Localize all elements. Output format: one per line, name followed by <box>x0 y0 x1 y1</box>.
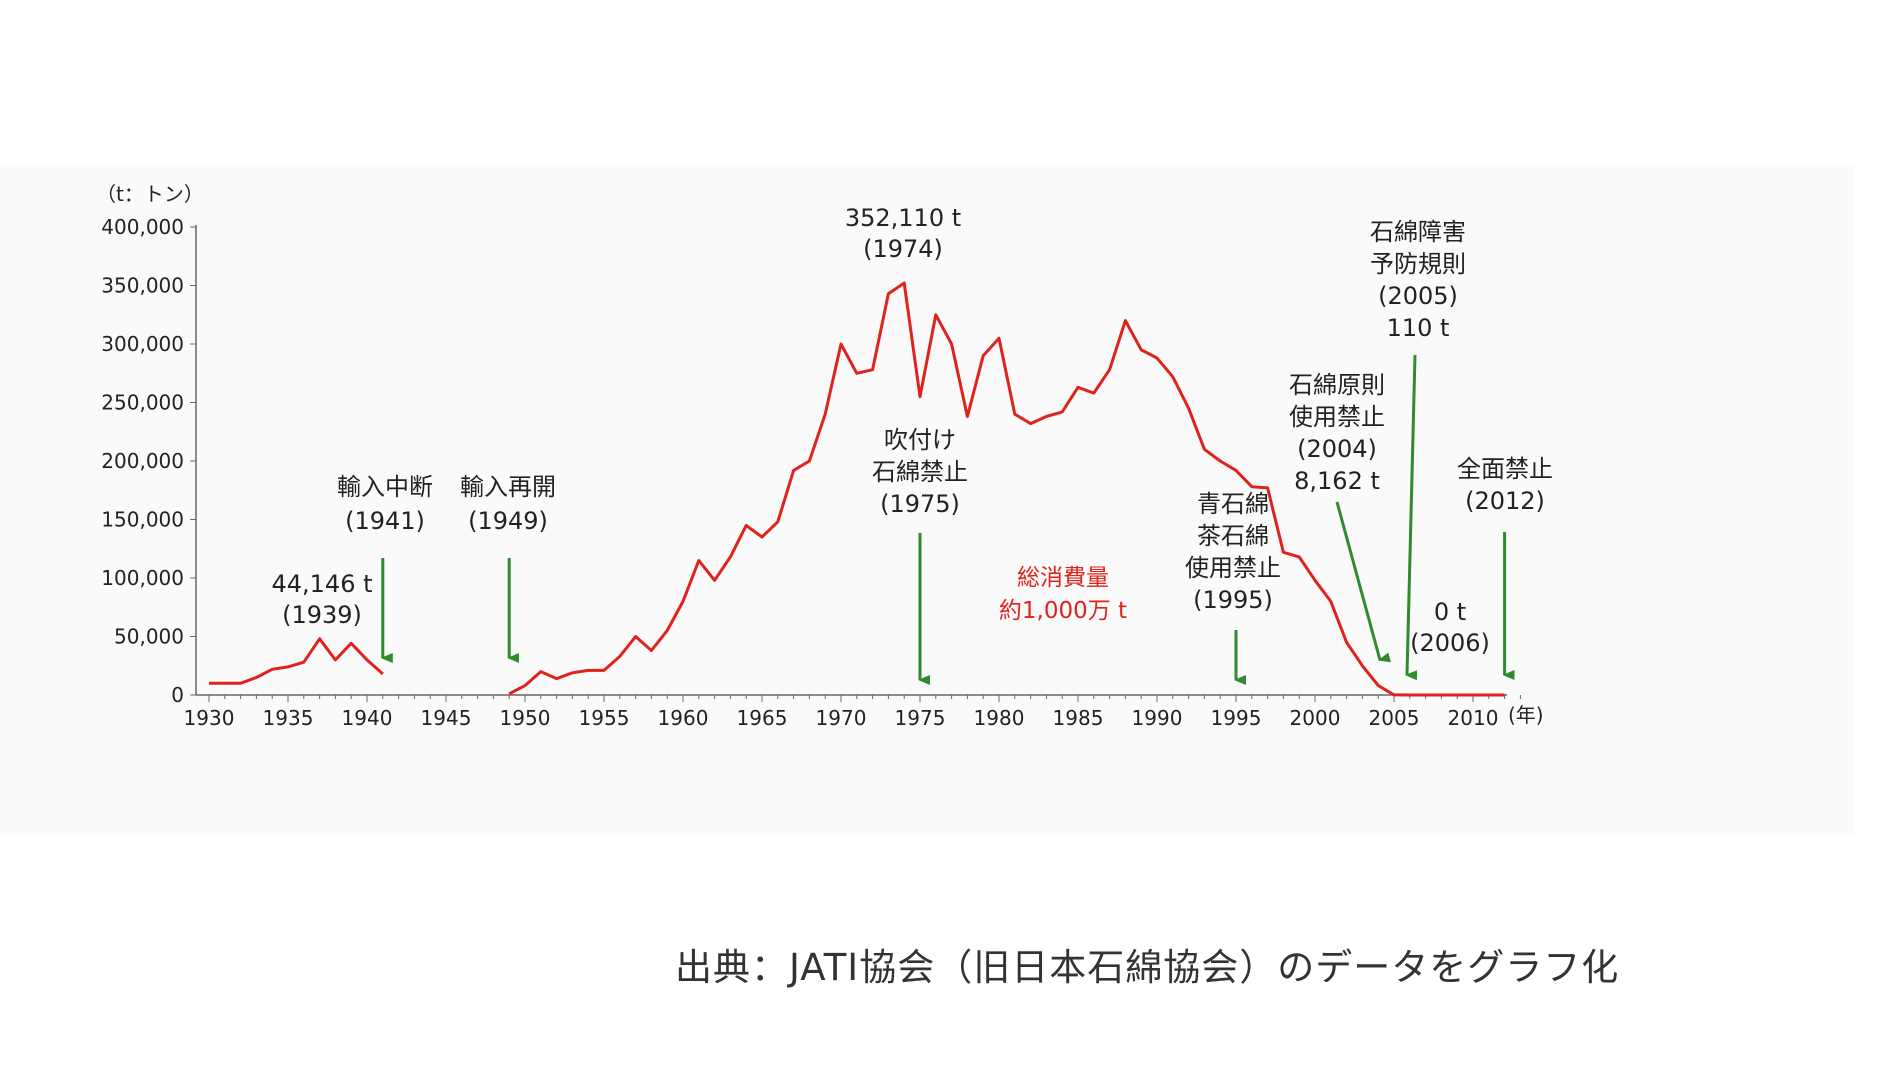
annotation-line: (1974) <box>863 235 943 263</box>
annotation-line: 352,110 t <box>845 204 961 232</box>
annotation-labels: 44,146 t (1939) 輸入中断 (1941) 輸入再開 (1949) 352,11… <box>271 204 1553 657</box>
annotation-label: 総消費量約1,000万 t <box>999 565 1127 624</box>
x-tick-label: 1935 <box>263 706 314 730</box>
x-tick-label: 1955 <box>579 706 630 730</box>
annotation-label: 青石綿茶石綿使用禁止 (1995) <box>1185 490 1281 614</box>
annotation-line: 8,162 t <box>1294 467 1380 495</box>
annotation-label: 石綿原則使用禁止 (2004) 8,162 t <box>1289 371 1385 495</box>
annotation-line: (1949) <box>468 507 548 535</box>
annotation-label: 44,146 t (1939) <box>271 570 372 629</box>
annotation-line: 約1,000万 t <box>999 598 1127 624</box>
x-tick-label: 1995 <box>1211 706 1262 730</box>
annotation-arrows <box>380 354 1515 685</box>
x-tick-label: 1940 <box>342 706 393 730</box>
x-tick-labels: 1930 1935 1940 1945 1950 1955 1960 1965 1970 1975… <box>184 706 1499 730</box>
x-tick-label: 2010 <box>1448 706 1499 730</box>
series-line <box>508 281 1505 697</box>
annotation-line: (1995) <box>1193 586 1273 614</box>
x-tick-label: 2005 <box>1369 706 1420 730</box>
annotation-line: 総消費量 <box>1017 565 1109 591</box>
annotation-line: 石綿原則 <box>1289 371 1385 399</box>
asbestos-consumption-line-chart: （t：トン） 0 50,000 100,000 150,000 200,000 250,0… <box>96 182 1553 730</box>
annotation-line: (2006) <box>1410 629 1490 657</box>
x-tick-label: 1930 <box>184 706 235 730</box>
annotation-line: 使用禁止 <box>1185 554 1281 582</box>
x-axis-unit-label: (年) <box>1508 703 1544 727</box>
x-tick-label: 1960 <box>658 706 709 730</box>
annotation-line: (1941) <box>345 507 425 535</box>
x-tick-label: 1985 <box>1053 706 1104 730</box>
annotation-label: 石綿障害予防規則 (2005) 110 t <box>1370 218 1466 342</box>
annotation-label: 全面禁止 (2012) <box>1457 455 1553 515</box>
axes <box>190 225 1521 702</box>
annotation-line: (2004) <box>1297 435 1377 463</box>
x-tick-label: 1970 <box>816 706 867 730</box>
source-note: 出典：JATI協会（旧日本石綿協会）のデータをグラフ化 <box>675 946 1620 989</box>
x-tick-label: 1975 <box>895 706 946 730</box>
series-line <box>209 637 384 685</box>
annotation-arrow <box>1335 501 1391 663</box>
annotation-label: 352,110 t (1974) <box>845 204 961 263</box>
series-group <box>209 281 1505 697</box>
y-tick-labels: 0 50,000 100,000 150,000 200,000 250,000 300,0… <box>101 215 184 707</box>
annotation-line: 吹付け <box>884 426 956 454</box>
chart-panel: （t：トン） 0 50,000 100,000 150,000 200,000 250,0… <box>0 165 1855 989</box>
annotation-line: (2012) <box>1465 487 1545 515</box>
annotation-label: 輸入中断 (1941) <box>337 473 433 535</box>
annotation-line: 使用禁止 <box>1289 403 1385 431</box>
y-tick-label: 400,000 <box>101 215 184 239</box>
annotation-line: 0 t <box>1434 598 1466 626</box>
y-tick-label: 50,000 <box>114 625 184 649</box>
annotation-line: 青石綿 <box>1197 490 1269 518</box>
annotation-label: 0 t (2006) <box>1410 598 1490 657</box>
annotation-label: 輸入再開 (1949) <box>460 473 556 535</box>
y-axis-unit-label: （t：トン） <box>96 182 204 206</box>
annotation-line: 44,146 t <box>271 570 372 598</box>
y-tick-label: 150,000 <box>101 508 184 532</box>
y-tick-label: 0 <box>171 683 184 707</box>
x-tick-label: 1980 <box>974 706 1025 730</box>
annotation-line: (2005) <box>1378 282 1458 310</box>
y-tick-label: 300,000 <box>101 332 184 356</box>
annotation-line: 石綿障害 <box>1370 218 1466 246</box>
x-tick-label: 1945 <box>421 706 472 730</box>
annotation-line: 輸入中断 <box>337 473 433 501</box>
annotation-arrow <box>1405 354 1418 681</box>
annotation-line: (1975) <box>880 490 960 518</box>
annotation-line: 110 t <box>1387 314 1450 342</box>
x-tick-label: 1950 <box>500 706 551 730</box>
y-tick-label: 250,000 <box>101 391 184 415</box>
annotation-line: 予防規則 <box>1370 250 1466 278</box>
annotation-line: 石綿禁止 <box>872 458 968 486</box>
annotation-label: 吹付け石綿禁止 (1975) <box>872 426 968 518</box>
y-tick-label: 350,000 <box>101 274 184 298</box>
x-tick-label: 1965 <box>737 706 788 730</box>
annotation-line: 茶石綿 <box>1197 522 1269 550</box>
annotation-line: 全面禁止 <box>1457 455 1553 483</box>
x-tick-label: 1990 <box>1132 706 1183 730</box>
x-tick-label: 2000 <box>1290 706 1341 730</box>
y-tick-label: 100,000 <box>101 566 184 590</box>
annotation-line: (1939) <box>282 601 362 629</box>
annotation-line: 輸入再開 <box>460 473 556 501</box>
y-tick-label: 200,000 <box>101 449 184 473</box>
